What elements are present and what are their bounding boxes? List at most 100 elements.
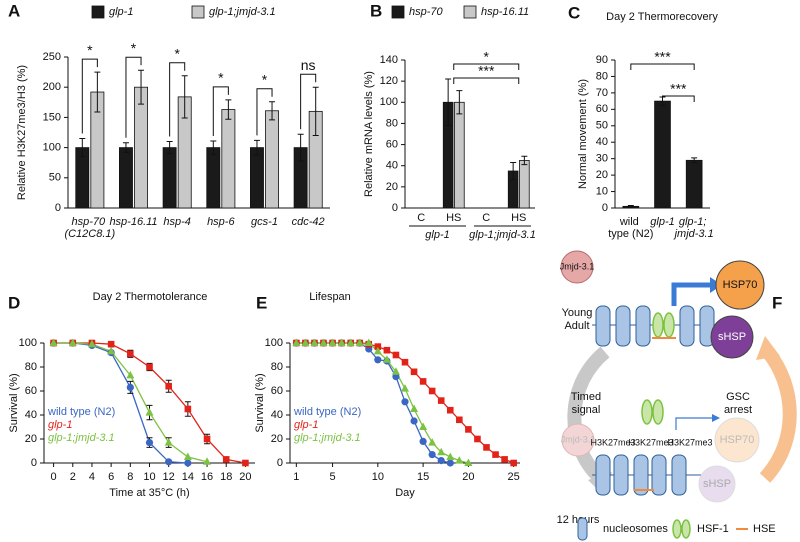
y-tick-label: 0 (31, 457, 37, 469)
significance-bracket (125, 56, 142, 138)
error-whisker (510, 162, 517, 180)
arrow-label: GSC (726, 391, 750, 403)
error-whisker (138, 69, 145, 105)
x-tick-label: 4 (89, 471, 95, 483)
significance-bracket (212, 86, 229, 136)
bar (250, 147, 264, 209)
error-bar (269, 101, 276, 121)
legend-label: hsp-16.11 (481, 6, 529, 18)
marker (107, 340, 115, 348)
legend-label: glp-1 (48, 419, 72, 431)
y-tick-label: 140 (380, 54, 398, 66)
model-diagram: Jmjd-3.1 Young Adult HSP70 sHSP Timed si… (557, 250, 797, 541)
marker (428, 451, 436, 459)
y-tick-label: 100 (380, 96, 398, 108)
marker (382, 355, 391, 363)
marker (410, 404, 419, 412)
legend-label: glp-1 (109, 6, 133, 18)
y-tick-label: 150 (43, 111, 61, 123)
significance-label: ns (301, 57, 316, 73)
y-tick-label: 60 (271, 385, 283, 397)
protein-label: sHSP (703, 478, 731, 490)
legend-label: glp-1;jmjd-3.1 (294, 432, 361, 444)
y-tick-label: 40 (596, 136, 608, 148)
marker (310, 338, 319, 346)
marker (401, 398, 409, 406)
group-label: glp-1 (425, 229, 449, 241)
y-tick-label: 60 (386, 138, 398, 150)
nucleosome (679, 305, 695, 347)
x-tick-label: 6 (108, 471, 114, 483)
y-tick-label: 0 (392, 202, 398, 214)
bar (685, 159, 703, 209)
error-bar (297, 133, 304, 162)
series-line (296, 342, 451, 464)
marker (145, 439, 154, 447)
legend-swatch (391, 5, 405, 19)
marker (126, 370, 135, 379)
jmjd-enzyme (561, 423, 595, 457)
significance-bracket (81, 58, 98, 134)
nucleosome (615, 305, 631, 347)
y-tick-label: 20 (25, 433, 37, 445)
marker (419, 378, 427, 385)
legend-label: hsp-70 (409, 6, 444, 18)
marker (184, 405, 192, 413)
error-bar (456, 90, 463, 115)
bar (119, 147, 133, 209)
x-tick-label: C (482, 212, 490, 224)
mark-label: H3K27me3 (590, 437, 635, 447)
error-whisker (297, 133, 304, 162)
nucleosome (595, 305, 611, 347)
panel-letter: C (568, 3, 580, 22)
y-axis-label: Relative mRNA levels (%) (363, 71, 375, 197)
cycle-arrow (759, 347, 797, 483)
legend-label: HSE (753, 523, 776, 535)
significance-label: * (218, 70, 224, 86)
bar (519, 160, 530, 209)
x-tick-label: wild type (N2) (608, 216, 653, 240)
y-tick-label: 60 (25, 385, 37, 397)
significance-label: *** (654, 49, 671, 65)
y-tick-label: 20 (386, 181, 398, 193)
significance-bracket (300, 73, 317, 130)
protein-label: sHSP (718, 331, 746, 343)
hsf-1 (652, 312, 664, 338)
x-tick-label: hsp-16.11 (109, 216, 157, 228)
y-tick-label: 40 (271, 409, 283, 421)
shsp (710, 315, 754, 359)
x-tick-label: 20 (239, 471, 251, 483)
significance-bracket (453, 63, 520, 70)
marker (107, 346, 116, 355)
nucleosome (613, 454, 629, 496)
legend-label: nucleosomes (603, 523, 668, 535)
error-whisker (122, 142, 129, 153)
y-tick-label: 0 (55, 202, 61, 214)
x-tick-label: gcs-1 (251, 216, 278, 228)
marker (428, 387, 436, 395)
x-tick-label: glp-1 (650, 216, 674, 228)
nucleosome (651, 454, 667, 496)
error-whisker (210, 140, 217, 155)
y-tick-label: 30 (596, 153, 608, 165)
legend-swatch (191, 5, 205, 19)
y-tick-label: 50 (596, 120, 608, 132)
error-bar (521, 155, 528, 166)
error-bar (166, 141, 173, 155)
x-tick-label: cdc-42 (292, 216, 325, 228)
x-tick-label: 14 (182, 471, 194, 483)
significance-label: *** (478, 63, 495, 79)
error-bar (510, 162, 517, 180)
marker (328, 338, 337, 346)
x-tick-label: C (417, 212, 425, 224)
arrow-label: arrest (724, 404, 752, 416)
error-bar (138, 69, 145, 105)
stage-label: Young (562, 307, 593, 319)
error-bar (312, 86, 319, 137)
marker (183, 452, 192, 460)
enzyme-label: Jmjd-3.1 (560, 261, 595, 271)
panel-letter: E (256, 293, 267, 312)
panel-letter: B (370, 1, 382, 20)
marker (184, 459, 192, 467)
